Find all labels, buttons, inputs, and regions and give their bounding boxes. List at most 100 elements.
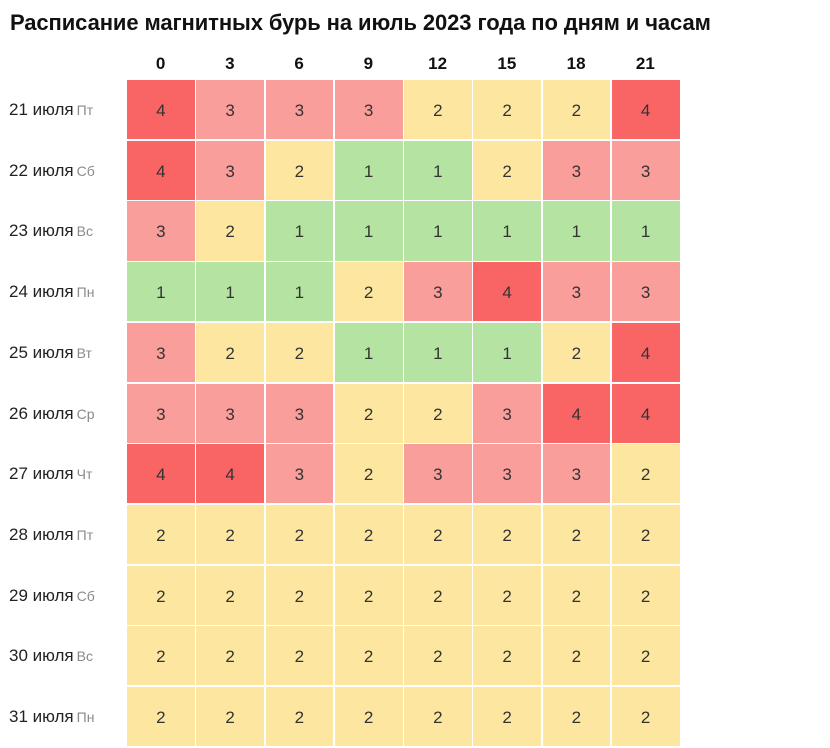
heatmap-cell: 3 [333,79,404,141]
heatmap-cell: 2 [333,686,404,748]
heatmap-cell: 3 [195,139,265,201]
weekday-text: Чт [76,466,93,483]
heatmap-cell: 4 [610,321,681,383]
heatmap-cell: 2 [333,443,404,505]
heatmap-cell: 2 [610,686,681,748]
heatmap-cell: 2 [472,564,542,626]
heatmap-cell: 2 [333,564,404,626]
row-date-label: 22 июля Сб [9,140,95,201]
date-text: 28 июля [9,524,74,544]
heatmap-cell: 3 [610,261,681,323]
heatmap-cell: 3 [472,443,542,505]
table-row: 21 июля Пт 4 3 3 3 2 2 2 4 [0,79,830,141]
heatmap-cell: 1 [195,261,265,323]
weekday-text: Ср [76,405,95,422]
heatmap-cell: 3 [541,261,612,323]
heatmap-cell: 2 [610,503,681,566]
heatmap-cell: 2 [472,79,542,141]
heatmap-cell: 1 [403,200,473,262]
table-row: 27 июля Чт 4 4 3 2 3 3 3 2 [0,443,830,505]
date-text: 22 июля [9,160,74,180]
heatmap-cell: 4 [126,79,196,141]
heatmap-cell: 2 [264,686,335,748]
heatmap-cell: 2 [610,564,681,626]
heatmap-cell: 4 [541,382,612,444]
heatmap-cell: 2 [126,686,196,748]
heatmap-cell: 2 [541,503,612,566]
heatmap-cell: 2 [403,503,473,566]
table-row: 31 июля Пн 2 2 2 2 2 2 2 2 [0,686,830,748]
heatmap-cell: 3 [264,443,335,505]
row-date-label: 28 июля Пт [9,504,93,565]
heatmap-cell: 2 [195,625,265,687]
weekday-text: Пн [76,709,95,725]
heatmap-cell: 3 [403,443,473,505]
row-date-label: 27 июля Чт [9,443,92,504]
heatmap-cell: 2 [333,261,404,323]
table-row: 28 июля Пт 2 2 2 2 2 2 2 2 [0,503,830,566]
heatmap-cell: 2 [264,625,335,687]
weekday-text: Сб [76,587,95,604]
heatmap-cell: 1 [333,139,404,201]
heatmap-cell: 4 [195,443,265,505]
heatmap-cell: 2 [541,321,612,383]
heatmap-cell: 2 [472,625,542,687]
heatmap-cell: 4 [610,79,681,141]
heatmap-cell: 2 [610,625,681,687]
heatmap-cell: 1 [333,200,404,262]
heatmap-cell: 3 [472,382,542,444]
date-text: 21 июля [9,100,74,119]
heatmap-cell: 3 [541,443,612,505]
heatmap-cell: 4 [610,382,681,444]
heatmap-cell: 2 [195,503,265,566]
heatmap-cell: 2 [333,625,404,687]
heatmap-cell: 2 [541,79,612,141]
heatmap-cell: 2 [333,503,404,566]
chart-title: Расписание магнитных бурь на июль 2023 г… [10,10,711,35]
heatmap-cell: 3 [195,382,265,444]
heatmap-cell: 2 [541,564,612,626]
heatmap-cell: 2 [403,625,473,687]
weekday-text: Вс [76,648,93,665]
row-date-label: 31 июля Пн [9,686,94,747]
heatmap-cell: 3 [403,261,473,323]
heatmap-cell: 4 [126,443,196,505]
hour-label-21: 21 [635,54,655,73]
hour-header-row: 0 3 6 9 12 15 18 21 [0,54,830,78]
row-date-label: 26 июля Ср [9,383,95,444]
heatmap-cell: 1 [403,139,473,201]
heatmap-cell: 2 [403,564,473,626]
heatmap-cell: 1 [472,200,542,262]
weekday-text: Пн [76,284,95,301]
heatmap-cell: 2 [195,686,265,748]
heatmap-cell: 2 [403,686,473,748]
heatmap-cell: 2 [126,564,196,626]
heatmap-cell: 1 [264,261,335,323]
heatmap-cell: 2 [472,139,542,201]
heatmap-cell: 3 [541,139,612,201]
table-row: 22 июля Сб 4 3 2 1 1 2 3 3 [0,139,830,201]
weekday-text: Сб [76,162,95,179]
hour-label-12: 12 [428,54,448,73]
date-text: 30 июля [9,646,74,666]
heatmap-cell: 2 [195,564,265,626]
heatmap-cell: 4 [472,261,542,323]
table-row: 24 июля Пн 1 1 1 2 3 4 3 3 [0,261,830,323]
heatmap-cell: 1 [264,200,335,262]
heatmap-cell: 2 [264,321,335,383]
heatmap-cell: 2 [472,503,542,566]
hour-label-9: 9 [363,54,374,73]
row-date-label: 23 июля Вс [9,200,93,261]
heatmap-cell: 3 [264,382,335,444]
date-text: 27 июля [9,464,74,484]
heatmap-cell: 2 [472,686,542,748]
heatmap-cell: 3 [610,139,681,201]
heatmap-cell: 3 [126,382,196,444]
heatmap-cell: 2 [403,382,473,444]
heatmap-cell: 1 [541,200,612,262]
table-row: 26 июля Ср 3 3 3 2 2 3 4 4 [0,382,830,444]
hour-label-6: 6 [294,54,304,73]
heatmap-cell: 3 [195,79,265,141]
row-date-label: 29 июля Сб [9,565,95,626]
row-date-label: 30 июля Вс [9,625,93,686]
